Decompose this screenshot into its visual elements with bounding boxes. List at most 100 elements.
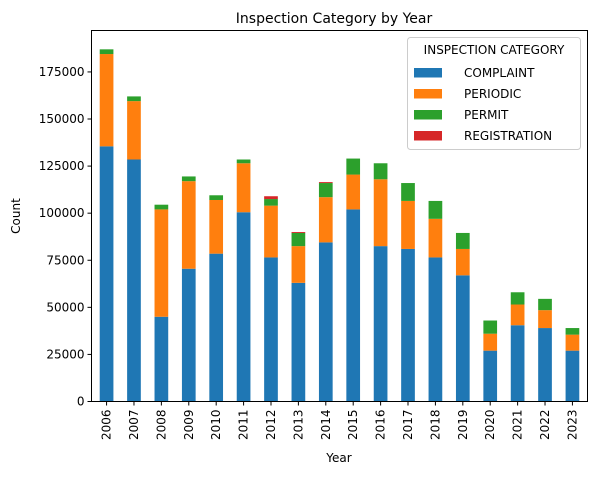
bar-segment-periodic-2021 [510,304,525,326]
bar-segment-permit-2015 [346,158,361,175]
x-tick-label: 2006 [100,410,114,441]
x-tick-label: 2009 [182,410,196,441]
bar-segment-permit-2014 [318,183,333,198]
bar-segment-permit-2006 [99,49,114,55]
bar-segment-permit-2011 [236,159,251,164]
chart-title: Inspection Category by Year [236,11,433,27]
bar-segment-periodic-2014 [318,197,333,243]
x-tick-label: 2022 [538,410,552,441]
y-tick-label: 125000 [39,159,85,173]
legend-label-complaint: COMPLAINT [464,66,535,80]
bar-segment-permit-2021 [510,292,525,305]
bar-segment-complaint-2010 [209,253,224,402]
bar-segment-complaint-2006 [99,146,114,402]
x-tick-label: 2014 [319,410,333,441]
y-tick-label: 50000 [46,300,84,314]
plot-frame [91,30,588,402]
bar-segment-permit-2010 [209,195,224,200]
x-tick-label: 2007 [127,410,141,441]
bar-segment-complaint-2007 [127,159,141,402]
x-tick-label: 2021 [511,410,525,441]
bar-segment-periodic-2007 [127,101,141,160]
bar-segment-permit-2007 [127,96,141,102]
legend-title: INSPECTION CATEGORY [424,43,565,57]
y-tick-label: 75000 [46,253,84,267]
x-axis: 2006 2007 2008 2009 2010 2011 2012 2013 2014 2015… [100,401,579,441]
bars-group [99,49,580,402]
x-axis-label: Year [325,451,351,465]
bar-segment-complaint-2012 [264,257,278,402]
x-tick-label: 2013 [291,410,305,441]
legend-swatch-registration [414,131,442,141]
bar-segment-permit-2019 [455,232,470,249]
bar-segment-permit-2018 [428,200,443,219]
x-tick-label: 2018 [428,410,442,441]
y-tick-label: 150000 [39,112,85,126]
legend-label-registration: REGISTRATION [464,129,552,143]
bar-segment-complaint-2014 [318,242,333,402]
x-tick-label: 2011 [237,410,251,441]
bar-segment-periodic-2022 [538,310,552,329]
bar-segment-periodic-2016 [373,179,388,247]
bar-segment-complaint-2018 [428,257,443,402]
bar-segment-complaint-2016 [373,246,388,402]
x-tick-label: 2010 [209,410,223,441]
y-tick-label: 25000 [46,347,84,361]
bar-segment-complaint-2008 [154,316,169,402]
bar-segment-complaint-2021 [510,325,525,402]
bar-segment-permit-2023 [565,328,580,335]
x-tick-label: 2019 [456,410,470,441]
legend-swatch-permit [414,110,442,120]
bar-segment-periodic-2009 [181,181,196,269]
legend: INSPECTION CATEGORY COMPLAINT PERIODIC PER… [407,37,581,150]
bar-segment-permit-2008 [154,204,169,210]
y-axis: 0 25000 50000 75000 100000 125000 150000 175000 [39,65,92,409]
bar-segment-periodic-2008 [154,209,169,317]
bar-segment-complaint-2020 [483,350,498,402]
bar-segment-periodic-2017 [401,200,415,249]
y-tick-label: 175000 [39,65,85,79]
legend-label-permit: PERMIT [464,108,509,122]
bar-segment-complaint-2009 [181,268,196,402]
bar-segment-periodic-2013 [291,246,306,283]
legend-swatch-periodic [414,89,442,99]
y-axis-label: Count [9,198,23,234]
legend-label-periodic: PERIODIC [464,87,521,101]
bar-segment-periodic-2019 [455,248,470,276]
bar-segment-complaint-2022 [538,328,552,402]
x-tick-label: 2016 [374,410,388,441]
bar-segment-complaint-2017 [401,248,415,402]
bar-segment-periodic-2010 [209,199,224,254]
bar-segment-complaint-2023 [565,350,580,402]
bar-segment-periodic-2020 [483,333,498,351]
bar-segment-permit-2013 [291,232,306,247]
bar-segment-periodic-2012 [264,205,278,258]
bar-segment-permit-2017 [401,183,415,201]
legend-frame [407,37,581,150]
x-tick-label: 2020 [483,410,497,441]
bar-segment-periodic-2006 [99,54,114,147]
legend-swatch-complaint [414,68,442,78]
y-tick-label: 100000 [39,206,85,220]
x-tick-label: 2023 [565,410,579,441]
bar-segment-complaint-2011 [236,212,251,402]
bar-segment-periodic-2011 [236,163,251,213]
x-tick-label: 2015 [346,410,360,441]
bar-segment-permit-2016 [373,163,388,180]
bar-segment-permit-2012 [264,199,278,206]
bar-segment-complaint-2019 [455,275,470,402]
x-tick-label: 2008 [154,410,168,441]
bar-segment-registration-2014 [318,182,333,184]
y-tick-label: 0 [77,395,85,409]
bar-segment-periodic-2018 [428,218,443,258]
bar-segment-permit-2020 [483,320,498,334]
bar-segment-permit-2009 [181,176,196,182]
bar-segment-registration-2012 [264,196,278,200]
bar-segment-periodic-2023 [565,334,580,351]
bar-segment-permit-2022 [538,298,552,311]
bar-segment-complaint-2015 [346,209,361,402]
bar-segment-registration-2013 [291,232,306,233]
bar-segment-complaint-2013 [291,282,306,402]
